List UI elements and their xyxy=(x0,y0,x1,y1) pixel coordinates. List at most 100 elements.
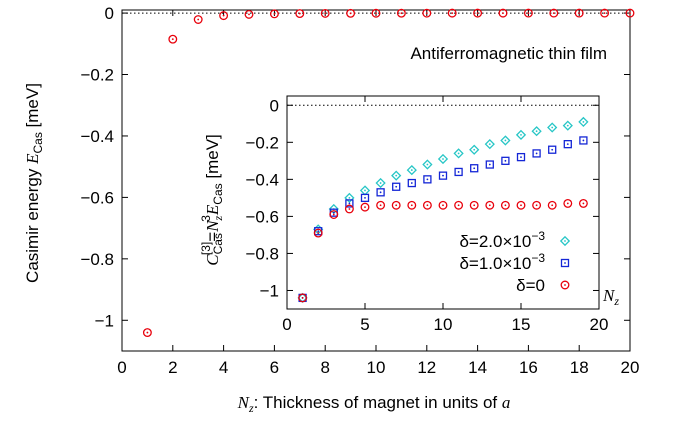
inset-data-point xyxy=(563,198,573,208)
main-x-tick-label: 6 xyxy=(270,358,279,377)
main-y-axis-label: Casimir energy ECas [meV] xyxy=(23,83,45,283)
inset-data-point-dot xyxy=(520,133,522,136)
main-y-tick-label: 0 xyxy=(105,4,114,23)
inset-data-point-dot xyxy=(379,204,382,207)
inset-data-point-dot xyxy=(426,163,429,166)
inset-data-point xyxy=(453,148,464,159)
main-data-point-dot xyxy=(451,12,454,15)
inset-data-point xyxy=(515,129,527,141)
main-x-tick-label: 12 xyxy=(417,358,436,377)
inset-data-point-dot xyxy=(504,204,507,207)
inset-data-point-dot xyxy=(551,126,554,129)
inset-data-point-dot xyxy=(566,124,569,127)
inset-data-point-dot xyxy=(364,189,366,192)
inset-data-point xyxy=(360,202,370,212)
inset-data-point xyxy=(562,120,573,131)
inset-data-point xyxy=(532,149,541,158)
inset-data-point xyxy=(298,293,308,303)
inset-data-point-dot xyxy=(473,204,476,207)
main-data-point xyxy=(371,8,381,18)
main-data-point xyxy=(422,8,432,18)
main-y-tick-label: −0.4 xyxy=(80,127,114,146)
inset-data-point xyxy=(344,192,355,203)
inset-data-point-dot xyxy=(473,148,476,151)
inset-data-point-dot xyxy=(520,156,522,159)
inset-data-point xyxy=(438,171,448,180)
inset-data-point xyxy=(578,116,589,128)
main-data-point-dot xyxy=(324,12,327,15)
main-data-point xyxy=(269,9,279,19)
main-x-tick-label: 20 xyxy=(621,358,640,377)
inset-data-point xyxy=(407,200,417,210)
legend-marker-1 xyxy=(560,258,570,268)
inset-data-point xyxy=(437,153,449,165)
main-data-point-dot xyxy=(248,13,250,16)
inset-y-tick-label: −0.6 xyxy=(245,207,279,226)
inset-data-point xyxy=(484,139,495,150)
main-data-point-dot xyxy=(527,12,530,15)
main-data-point-dot xyxy=(171,38,174,41)
main-data-point xyxy=(219,11,229,21)
main-data-point-dot xyxy=(375,12,377,15)
inset-data-point xyxy=(423,175,432,184)
main-data-point-dot xyxy=(629,12,631,15)
inset-data-point-dot xyxy=(364,206,366,209)
main-data-point xyxy=(346,8,356,18)
inset-data-point xyxy=(563,140,572,149)
inset-plot-frame xyxy=(286,95,600,310)
inset-data-point-dot xyxy=(426,178,429,181)
main-data-point-dot xyxy=(400,12,403,15)
main-data-point xyxy=(168,34,178,44)
inset-data-point-dot xyxy=(332,211,335,214)
main-data-point-dot xyxy=(146,331,149,334)
legend-marker-0-dot xyxy=(564,240,566,242)
main-x-tick-label: 16 xyxy=(519,358,538,377)
inset-data-point-dot xyxy=(551,148,554,151)
main-data-point xyxy=(625,8,635,18)
inset-y-tick-label: −0.2 xyxy=(245,133,279,152)
legend-marker-1-dot xyxy=(564,262,566,264)
inset-data-point xyxy=(360,193,370,203)
inset-data-point-dot xyxy=(348,208,351,210)
main-data-point xyxy=(142,328,152,338)
inset-data-point-dot xyxy=(582,121,585,123)
main-data-point xyxy=(498,8,508,18)
inset-data-point xyxy=(391,170,402,181)
main-data-point xyxy=(396,8,406,18)
inset-data-point-dot xyxy=(504,139,507,142)
inset-data-point-dot xyxy=(488,163,491,166)
inset-data-point xyxy=(485,160,494,169)
inset-data-point xyxy=(345,199,354,208)
inset-data-point-dot xyxy=(566,202,569,205)
inset-data-point xyxy=(438,200,448,210)
inset-data-point xyxy=(392,182,401,191)
main-data-point xyxy=(447,8,457,18)
inset-x-tick-label: 0 xyxy=(282,315,291,334)
main-x-tick-label: 10 xyxy=(367,358,386,377)
main-data-point-dot xyxy=(502,12,504,15)
legend-marker-0 xyxy=(559,235,571,247)
main-data-point-dot xyxy=(425,12,428,15)
inset-data-point-dot xyxy=(317,232,320,234)
inset-data-point-dot xyxy=(551,204,554,207)
inset-data-point-dot xyxy=(410,169,413,171)
main-data-point-dot xyxy=(552,12,555,15)
inset-y-tick-label: −0.8 xyxy=(245,244,279,263)
inset-data-point-dot xyxy=(582,139,585,142)
inset-data-point xyxy=(422,200,432,210)
main-data-point-dot xyxy=(476,12,479,15)
main-data-point-dot xyxy=(273,12,276,15)
inset-data-point-dot xyxy=(566,143,569,146)
inset-data-point-dot xyxy=(535,204,538,207)
main-data-point xyxy=(473,8,483,18)
inset-data-point xyxy=(578,198,588,208)
chart-annotation: Antiferromagnetic thin film xyxy=(410,44,607,63)
main-y-tick-label: −0.8 xyxy=(80,250,114,269)
main-data-point xyxy=(523,8,533,18)
legend-label-delta-0: δ=0 xyxy=(516,276,545,295)
main-x-tick-label: 2 xyxy=(168,358,177,377)
main-data-point xyxy=(295,9,305,19)
main-data-point xyxy=(600,8,610,18)
inset-data-point-dot xyxy=(395,174,398,177)
